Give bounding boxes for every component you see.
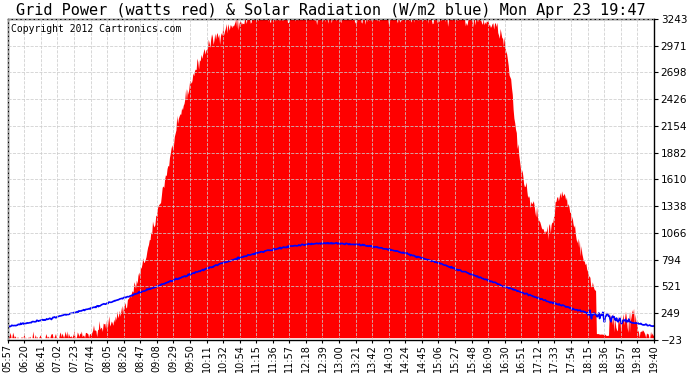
Text: Copyright 2012 Cartronics.com: Copyright 2012 Cartronics.com bbox=[11, 24, 181, 34]
Title: Grid Power (watts red) & Solar Radiation (W/m2 blue) Mon Apr 23 19:47: Grid Power (watts red) & Solar Radiation… bbox=[16, 3, 646, 18]
